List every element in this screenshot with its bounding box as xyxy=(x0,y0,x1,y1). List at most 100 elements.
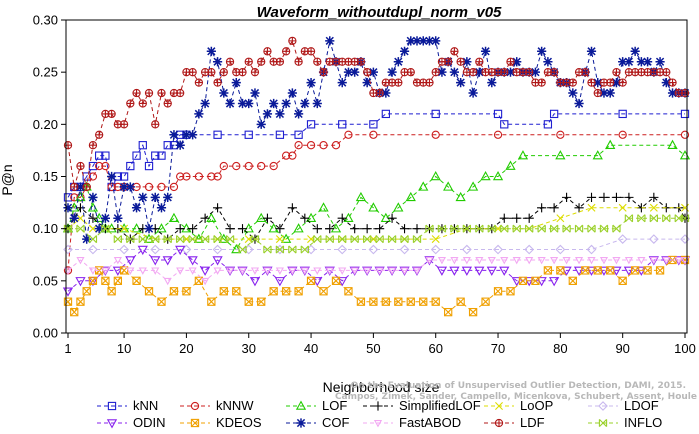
data-point xyxy=(500,120,509,129)
x-axis-label: Neighborhood size xyxy=(323,379,440,395)
data-point xyxy=(88,141,98,150)
marker-shape xyxy=(151,120,159,128)
data-point xyxy=(231,78,241,88)
data-point xyxy=(119,120,129,129)
marker-shape xyxy=(667,88,678,98)
data-point xyxy=(157,182,166,192)
data-point xyxy=(88,172,98,181)
data-point xyxy=(163,277,172,286)
data-point xyxy=(119,182,129,192)
data-point xyxy=(662,214,671,223)
data-point xyxy=(262,109,273,119)
data-point xyxy=(138,141,147,150)
data-point xyxy=(238,68,247,77)
data-point xyxy=(325,267,334,275)
data-point xyxy=(587,224,596,233)
marker-shape xyxy=(120,266,129,275)
marker-shape xyxy=(624,57,634,67)
marker-shape xyxy=(163,192,173,202)
data-point xyxy=(237,224,248,234)
data-point xyxy=(587,78,596,87)
data-point xyxy=(113,276,123,285)
marker-shape xyxy=(219,88,229,98)
y-tick-label: 0.10 xyxy=(33,221,58,236)
data-point xyxy=(187,256,198,266)
data-point xyxy=(556,214,565,223)
data-point xyxy=(200,213,210,223)
data-point xyxy=(76,257,85,265)
marker-shape xyxy=(480,170,491,181)
marker-shape xyxy=(512,224,521,233)
data-point xyxy=(581,266,590,275)
data-point xyxy=(593,78,603,88)
data-point xyxy=(343,67,354,77)
data-point xyxy=(250,267,260,275)
marker-shape xyxy=(343,67,354,77)
marker-shape xyxy=(138,192,148,202)
marker-shape xyxy=(182,287,191,296)
marker-shape xyxy=(499,266,510,276)
data-point xyxy=(281,287,291,296)
marker-shape xyxy=(238,245,247,254)
data-point xyxy=(475,257,484,265)
marker-shape xyxy=(232,161,241,171)
marker-shape xyxy=(537,203,547,213)
marker-shape xyxy=(356,297,366,306)
data-point xyxy=(543,120,553,129)
marker-shape xyxy=(168,212,180,222)
marker-shape xyxy=(300,245,309,254)
marker-shape xyxy=(368,202,379,212)
y-tick-label: 0.05 xyxy=(33,273,58,288)
data-point xyxy=(680,130,690,139)
marker-shape xyxy=(543,266,552,275)
data-point xyxy=(194,172,204,181)
data-point xyxy=(237,98,248,109)
data-point xyxy=(649,257,658,265)
data-point xyxy=(212,256,223,266)
x-tick-label: 10 xyxy=(117,341,131,356)
data-point xyxy=(200,235,210,244)
marker-shape xyxy=(630,266,640,275)
marker-shape xyxy=(76,297,85,306)
data-point xyxy=(412,235,422,244)
marker-shape xyxy=(288,267,297,275)
plot-area xyxy=(62,36,691,317)
legend-label: ODIN xyxy=(133,415,166,430)
marker-shape xyxy=(637,214,646,223)
data-point xyxy=(593,88,602,98)
data-point xyxy=(150,192,160,202)
marker-shape xyxy=(618,130,627,139)
marker-shape xyxy=(256,119,266,129)
marker-shape xyxy=(492,170,504,181)
marker-shape xyxy=(88,267,98,275)
data-point xyxy=(406,36,416,46)
data-point xyxy=(674,214,683,223)
data-point xyxy=(207,172,216,181)
marker-shape xyxy=(599,257,609,265)
data-point xyxy=(281,47,291,56)
marker-shape xyxy=(680,234,690,244)
marker-shape xyxy=(119,172,129,181)
legend-item-simplifiedlof: SimplifiedLOF xyxy=(363,398,481,413)
data-point xyxy=(493,109,503,119)
data-point xyxy=(275,224,285,234)
data-point xyxy=(181,130,192,140)
data-point xyxy=(138,235,147,244)
marker-shape xyxy=(306,141,316,150)
legend-item-inflo: INFLO xyxy=(588,415,662,430)
marker-shape xyxy=(325,224,335,234)
data-point xyxy=(350,67,360,77)
data-point xyxy=(630,46,640,56)
data-point xyxy=(330,223,342,233)
data-point xyxy=(493,287,503,296)
data-point xyxy=(450,224,459,233)
legend-marker xyxy=(598,401,608,411)
data-point xyxy=(319,68,328,77)
marker-shape xyxy=(369,120,378,129)
data-point xyxy=(70,307,79,317)
marker-shape xyxy=(120,120,128,128)
data-point xyxy=(505,160,516,170)
data-point xyxy=(188,267,197,275)
marker-shape xyxy=(593,78,603,88)
data-point xyxy=(419,297,428,306)
